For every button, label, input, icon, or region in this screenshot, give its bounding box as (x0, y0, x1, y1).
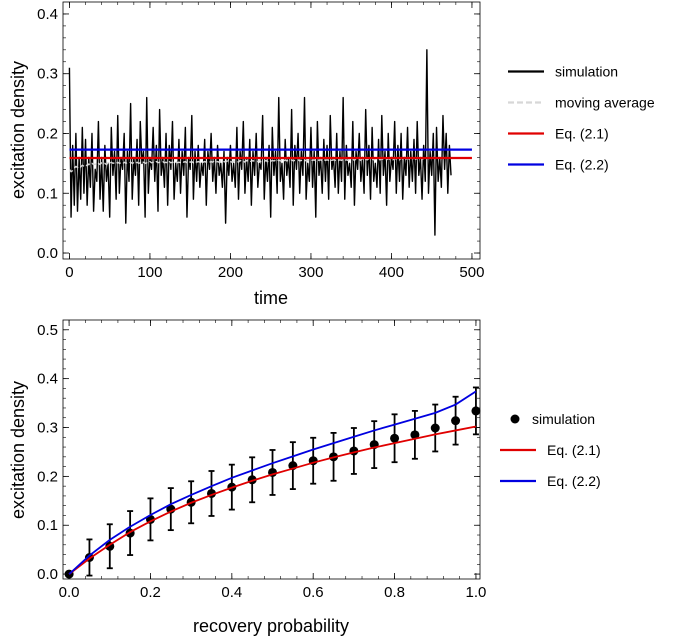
bottom-series-layer (64, 386, 481, 579)
bottom-data-point (430, 423, 440, 433)
bottom-y-tick-label: 0.4 (37, 371, 58, 388)
bottom-chart: 0.0 0.2 0.4 0.6 0.8 1.0 0.0 0.1 0.2 0.3 0.4 0.5 rec… (8, 319, 601, 636)
bottom-data-point (471, 406, 481, 416)
bottom-x-tick-label: 0.8 (384, 584, 405, 601)
top-y-tick-label: 0.2 (37, 125, 58, 142)
bottom-series-eq-2-2 (68, 390, 477, 575)
bottom-x-tick-label: 1.0 (466, 584, 487, 601)
bottom-legend-marker-simulation (510, 414, 520, 424)
top-legend: simulation moving average Eq. (2.1) Eq. (2.… (508, 64, 655, 173)
top-legend-label-eq-2-1: Eq. (2.1) (555, 126, 609, 142)
bottom-plot-frame (62, 319, 481, 580)
bottom-data-point (451, 416, 461, 426)
bottom-data-point (390, 433, 400, 443)
top-x-tick-label: 100 (137, 264, 162, 281)
top-x-tick-label: 200 (218, 264, 243, 281)
top-x-tick-label: 0 (65, 264, 73, 281)
top-y-axis-title: excitation density (8, 61, 28, 199)
top-legend-label-simulation: simulation (555, 64, 618, 80)
bottom-x-tick-label: 0.2 (140, 584, 161, 601)
bottom-legend-label-eq-2-2: Eq. (2.2) (547, 473, 601, 489)
top-axis-ticks: 0 100 200 300 400 500 0.0 0.1 0.2 0.3 0.4 (37, 2, 484, 281)
bottom-y-tick-label: 0.3 (37, 420, 58, 437)
bottom-y-tick-label: 0.2 (37, 468, 58, 485)
top-x-tick-label: 300 (298, 264, 323, 281)
top-plot-frame (62, 1, 481, 260)
top-x-tick-label: 400 (379, 264, 404, 281)
bottom-y-tick-label: 0.0 (37, 566, 58, 583)
bottom-legend: simulation Eq. (2.1) Eq. (2.2) (500, 411, 601, 489)
bottom-x-tick-label: 0.4 (221, 584, 242, 601)
top-y-tick-label: 0.3 (37, 66, 58, 83)
top-series-layer (68, 49, 472, 236)
bottom-series-eq-2-1 (68, 425, 477, 575)
bottom-y-tick-label: 0.1 (37, 517, 58, 534)
top-y-tick-label: 0.0 (37, 245, 58, 262)
bottom-legend-label-eq-2-1: Eq. (2.1) (547, 442, 601, 458)
top-x-tick-label: 500 (459, 264, 484, 281)
bottom-y-axis-title: excitation density (8, 381, 28, 519)
bottom-data-point (410, 430, 420, 440)
top-x-axis-title: time (254, 288, 288, 308)
bottom-y-tick-label: 0.5 (37, 322, 58, 339)
bottom-legend-label-simulation: simulation (532, 411, 595, 427)
top-legend-label-eq-2-2: Eq. (2.2) (555, 157, 609, 173)
top-y-tick-label: 0.4 (37, 6, 58, 23)
top-legend-label-moving-average: moving average (555, 95, 655, 111)
bottom-x-tick-label: 0.0 (59, 584, 80, 601)
bottom-x-tick-label: 0.6 (303, 584, 324, 601)
top-series-simulation (68, 49, 452, 236)
top-chart: 0 100 200 300 400 500 0.0 0.1 0.2 0.3 0.4 time exc… (8, 1, 655, 308)
bottom-x-axis-title: recovery probability (193, 616, 349, 636)
top-y-tick-label: 0.1 (37, 185, 58, 202)
